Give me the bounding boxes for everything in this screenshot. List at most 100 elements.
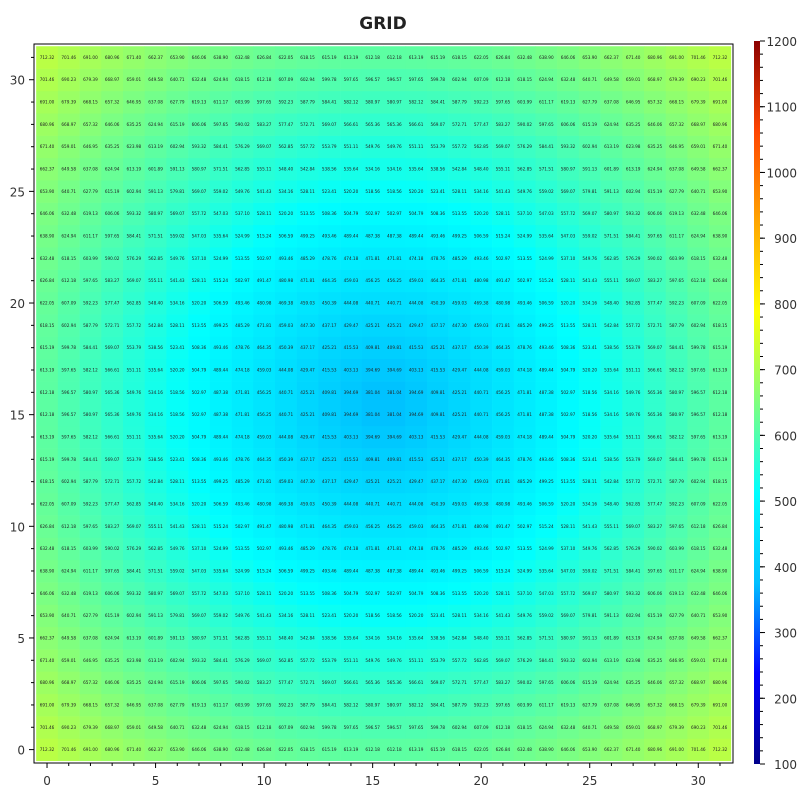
cell-value-label: 474.18: [409, 256, 424, 261]
cell-value-label: 523.41: [322, 189, 337, 194]
cell-value-label: 597.65: [539, 680, 554, 685]
cell-value-label: 447.30: [300, 479, 315, 484]
cell-value-label: 602.94: [61, 323, 76, 328]
cell-value-label: 524.99: [213, 546, 228, 551]
heatmap-cell: [470, 537, 493, 561]
cell-value-label: 618.15: [713, 323, 728, 328]
heatmap-cell: [274, 626, 297, 650]
cell-value-label: 593.32: [626, 211, 641, 216]
cell-value-label: 502.97: [365, 211, 380, 216]
heatmap-cell: [535, 291, 558, 315]
heatmap-cell: [253, 626, 276, 650]
cell-value-label: 542.84: [452, 635, 467, 640]
heatmap-cell: [513, 649, 536, 672]
heatmap-cell: [123, 157, 146, 181]
cell-value-label: 653.90: [170, 55, 185, 60]
cell-value-label: 622.05: [474, 55, 489, 60]
heatmap-cell: [144, 738, 167, 762]
cell-value-label: 572.71: [300, 680, 315, 685]
heatmap-cell: [101, 604, 124, 628]
cell-value-label: 577.47: [474, 122, 489, 127]
cell-value-label: 576.29: [235, 658, 250, 663]
heatmap-cell: [166, 537, 189, 561]
cell-value-label: 580.97: [387, 100, 402, 105]
heatmap-cell: [622, 90, 645, 114]
heatmap-cell: [79, 626, 102, 650]
heatmap-cell: [253, 224, 276, 248]
cell-value-label: 626.84: [713, 524, 728, 529]
cell-value-label: 520.20: [582, 434, 597, 439]
heatmap-cell: [123, 626, 146, 650]
cell-value-label: 569.07: [626, 524, 641, 529]
cell-value-label: 562.85: [474, 144, 489, 149]
heatmap-cell: [340, 314, 363, 337]
cell-value-label: 615.19: [40, 457, 55, 462]
heatmap-cell: [492, 649, 515, 672]
cell-value-label: 464.35: [430, 524, 445, 529]
heatmap-cell: [687, 180, 710, 203]
cell-value-label: 518.56: [582, 412, 597, 417]
heatmap-cell: [166, 671, 189, 695]
cell-value-label: 520.20: [561, 301, 576, 306]
heatmap-cell: [36, 448, 59, 471]
colorbar-tick-label: 800: [774, 298, 797, 312]
cell-value-label: 596.57: [691, 412, 706, 417]
cell-value-label: 528.11: [300, 613, 315, 618]
cell-value-label: 403.13: [409, 434, 424, 439]
heatmap-cell: [513, 381, 536, 404]
cell-value-label: 520.20: [409, 613, 424, 618]
heatmap-cell: [188, 515, 211, 538]
heatmap-cell: [296, 269, 319, 293]
heatmap-cell: [318, 649, 341, 672]
heatmap-cell: [665, 559, 688, 583]
cell-value-label: 597.65: [691, 368, 706, 373]
cell-value-label: 429.47: [344, 479, 359, 484]
cell-value-label: 535.64: [148, 368, 163, 373]
cell-value-label: 662.37: [604, 747, 619, 752]
heatmap-cell: [557, 738, 580, 762]
heatmap-cell: [643, 470, 667, 494]
cell-value-label: 548.40: [474, 635, 489, 640]
heatmap-cell: [557, 671, 580, 695]
heatmap-cell: [318, 470, 341, 494]
heatmap-cell: [36, 693, 59, 717]
cell-value-label: 679.39: [61, 702, 76, 707]
heatmap-cell: [600, 180, 623, 203]
cell-value-label: 627.79: [582, 100, 597, 105]
cell-value-label: 557.72: [127, 479, 142, 484]
cell-value-label: 632.48: [561, 725, 576, 730]
cell-value-label: 611.17: [213, 702, 228, 707]
heatmap-cell: [600, 291, 623, 315]
cell-value-label: 601.89: [604, 167, 619, 172]
cell-value-label: 584.41: [322, 702, 337, 707]
cell-value-label: 640.71: [582, 725, 597, 730]
cell-value-label: 607.09: [61, 501, 76, 506]
cell-value-label: 444.08: [409, 501, 424, 506]
heatmap-cell: [101, 381, 124, 404]
heatmap-cell: [144, 693, 167, 717]
heatmap-cell: [209, 336, 232, 360]
cell-value-label: 487.38: [539, 412, 554, 417]
cell-value-label: 534.16: [604, 412, 619, 417]
cell-value-label: 613.19: [127, 167, 142, 172]
cell-value-label: 635.25: [127, 122, 142, 127]
cell-value-label: 425.21: [430, 345, 445, 350]
cell-value-label: 425.21: [387, 479, 402, 484]
heatmap-cell: [665, 381, 688, 404]
cell-value-label: 415.53: [430, 368, 445, 373]
cell-value-label: 612.18: [365, 55, 380, 60]
cell-value-label: 535.64: [344, 167, 359, 172]
cell-value-label: 471.81: [452, 278, 467, 283]
cell-value-label: 668.97: [691, 122, 706, 127]
heatmap-cell: [79, 649, 102, 672]
cell-value-label: 555.11: [257, 635, 272, 640]
heatmap-cell: [123, 336, 146, 360]
heatmap-cell: [209, 425, 232, 449]
heatmap-cell: [578, 671, 601, 695]
heatmap-cell: [361, 314, 384, 337]
heatmap-cell: [144, 358, 167, 382]
y-tick-label: 0: [17, 744, 25, 758]
cell-value-label: 668.97: [61, 122, 76, 127]
heatmap-cell: [188, 68, 211, 92]
heatmap-cell: [340, 269, 363, 293]
